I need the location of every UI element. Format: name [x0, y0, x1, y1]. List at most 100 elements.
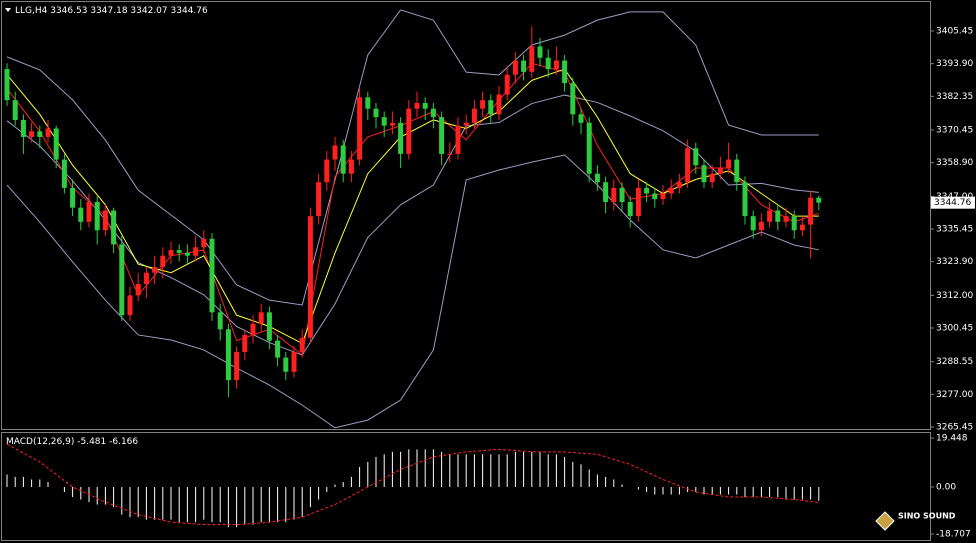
candle-body	[135, 284, 141, 296]
y-tick-label: 3265.45	[936, 423, 973, 433]
signal-line	[6, 443, 819, 526]
candle-body	[488, 100, 494, 115]
candle-body	[45, 128, 51, 137]
indicator-line	[6, 154, 819, 429]
candle-body	[750, 216, 756, 231]
candle-body	[193, 247, 199, 256]
y-tick-label: 3405.45	[936, 27, 973, 37]
price-label-box	[931, 196, 975, 209]
candle-body	[586, 122, 592, 174]
indicator-line	[6, 94, 819, 356]
candle-body	[307, 216, 313, 338]
candle-body	[496, 94, 502, 115]
y-tick-label: 3323.90	[936, 257, 973, 267]
candle-body	[603, 182, 609, 203]
candle-body	[553, 60, 559, 70]
y-tick-label: -18.707	[936, 529, 971, 539]
candle-body	[234, 351, 240, 381]
y-tick-label: 0.00	[936, 483, 956, 493]
candle-body	[348, 159, 354, 174]
low-value: 3342.07	[130, 6, 167, 16]
candle-body	[61, 159, 67, 188]
candle-body	[373, 108, 379, 118]
candle-body	[365, 97, 371, 109]
macd-value: -5.481	[77, 437, 106, 447]
candle-body	[767, 210, 773, 222]
candle-body	[37, 131, 43, 137]
candle-body	[176, 250, 182, 253]
candle-body	[70, 187, 76, 208]
candle-body	[685, 148, 691, 183]
candle-body	[53, 128, 59, 160]
candle-body	[299, 337, 305, 352]
y-tick-label: 3312.00	[936, 291, 973, 301]
candle-body	[102, 210, 108, 231]
candle-body	[455, 125, 461, 154]
candle-body	[168, 250, 174, 256]
candle-body	[250, 323, 256, 335]
candle-body	[521, 60, 527, 72]
y-tick-label: 3288.55	[936, 357, 973, 367]
candle-body	[291, 351, 297, 372]
candle-body	[94, 202, 100, 231]
candle-body	[783, 216, 789, 222]
y-tick-label: 19.448	[936, 434, 968, 444]
candle-body	[406, 108, 412, 154]
candle-body	[742, 182, 748, 217]
candle-body	[816, 197, 822, 203]
indicator-line	[6, 62, 819, 356]
candle-body	[676, 182, 682, 188]
candle-body	[570, 83, 576, 115]
candle-body	[20, 119, 26, 137]
candle-body	[463, 122, 469, 126]
candle-body	[4, 69, 10, 101]
candle-body	[86, 202, 92, 222]
close-value: 3344.76	[171, 6, 208, 16]
candle-body	[398, 122, 404, 154]
candle-body	[78, 207, 84, 222]
candle-body	[12, 100, 18, 120]
candle-body	[340, 145, 346, 174]
candle-body	[439, 117, 445, 154]
candle-body	[266, 312, 272, 341]
y-tick-label: 3277.00	[936, 390, 973, 400]
macd-panel-frame	[1, 432, 931, 541]
candle-body	[504, 74, 510, 95]
candle-body	[734, 159, 740, 183]
y-tick-label: 3335.45	[936, 225, 973, 235]
candle-body	[389, 122, 395, 126]
macd-title: MACD(12,26,9)	[6, 437, 74, 447]
candle-body	[578, 114, 584, 123]
candle-body	[275, 340, 281, 358]
candle-body	[217, 312, 223, 330]
candle-body	[119, 244, 125, 316]
candle-body	[143, 272, 149, 285]
candle-body	[668, 187, 674, 194]
candle-body	[184, 252, 190, 256]
candle-body	[594, 173, 600, 183]
candle-body	[447, 153, 453, 155]
candle-body	[701, 165, 707, 183]
logo: SINO SOUND	[875, 511, 956, 531]
candle-body	[627, 202, 633, 217]
main-panel-frame	[1, 1, 931, 430]
candle-body	[529, 46, 535, 72]
indicator-line	[6, 9, 819, 306]
candle-body	[152, 267, 158, 273]
menu-arrow	[5, 8, 11, 12]
signal-value: -6.166	[109, 437, 138, 447]
candle-body	[471, 108, 477, 123]
chart-header: LLG,H4 3346.53 3347.18 3342.07 3344.76	[15, 6, 208, 16]
candle-body	[430, 108, 436, 118]
candle-body	[758, 221, 764, 231]
candle-body	[381, 117, 387, 126]
candle-body	[258, 312, 264, 324]
candle-body	[775, 210, 781, 222]
candle-body	[29, 131, 35, 137]
candle-body	[127, 295, 133, 316]
candle-body	[209, 238, 215, 313]
candle-body	[611, 187, 617, 203]
logo-icon	[875, 511, 895, 531]
macd-header: MACD(12,26,9) -5.481 -6.166	[6, 437, 138, 447]
